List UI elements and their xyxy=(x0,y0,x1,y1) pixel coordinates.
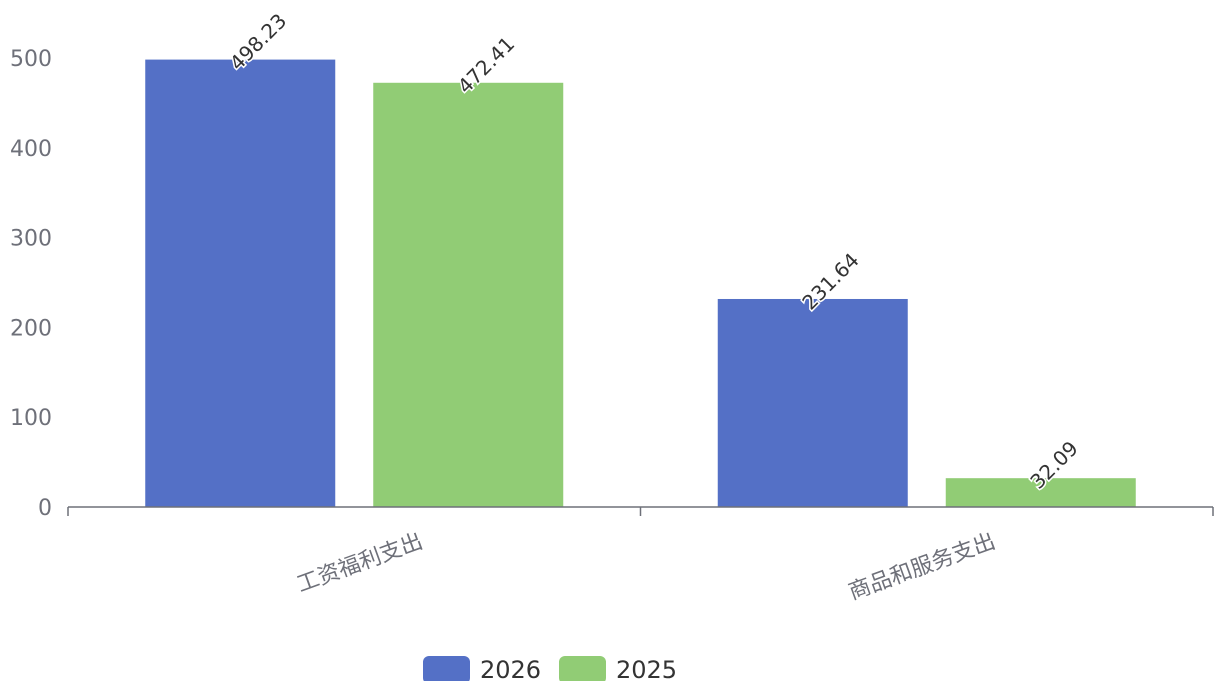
legend-label: 2026 xyxy=(480,656,541,681)
y-axis-ticks: 0 100 200 300 400 500 xyxy=(10,47,52,521)
x-axis-ticks: 工资福利支出 商品和服务支出 xyxy=(67,507,1214,605)
legend: 2026 2025 xyxy=(423,656,677,681)
legend-swatch xyxy=(559,656,606,681)
y-tick-label: 500 xyxy=(10,47,52,72)
bars xyxy=(145,59,1136,508)
bar xyxy=(717,298,908,507)
y-tick-label: 0 xyxy=(38,496,52,521)
x-category-label: 工资福利支出 xyxy=(294,529,427,598)
legend-label: 2025 xyxy=(616,656,677,681)
bar xyxy=(945,478,1136,507)
bar xyxy=(373,82,564,507)
x-category-label: 商品和服务支出 xyxy=(846,529,999,605)
y-tick-label: 100 xyxy=(10,406,52,431)
legend-swatch xyxy=(423,656,470,681)
y-tick-label: 400 xyxy=(10,137,52,162)
y-tick-label: 300 xyxy=(10,227,52,252)
bar xyxy=(145,59,336,508)
y-tick-label: 200 xyxy=(10,316,52,341)
